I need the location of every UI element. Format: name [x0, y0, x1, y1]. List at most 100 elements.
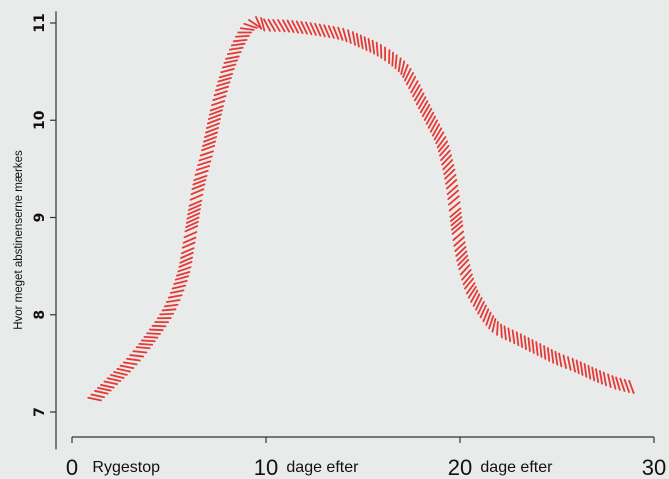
hatch-stroke: [351, 31, 357, 46]
hatch-stroke: [371, 39, 376, 55]
x-tick-label: 0: [66, 455, 78, 479]
hatch-stroke: [519, 333, 524, 349]
hatch-stroke: [500, 323, 503, 339]
hatch-stroke: [456, 250, 468, 262]
hatch-stroke: [327, 25, 335, 39]
hatch-stroke: [547, 347, 551, 362]
hatch-stroke: [217, 77, 232, 83]
hatch-stroke: [439, 144, 450, 157]
hatch-stroke: [464, 277, 475, 290]
hatch-stroke: [615, 376, 621, 391]
hatch-stroke: [449, 211, 462, 222]
hatch-stroke: [146, 332, 161, 335]
y-axis-label: Hvor meget abstinenserne mærkes: [13, 150, 25, 330]
hatch-stroke: [413, 88, 423, 102]
hatch-stroke: [309, 22, 317, 36]
hatch-stroke: [470, 289, 479, 303]
hatch-stroke: [446, 184, 459, 196]
hatch-stroke: [511, 329, 516, 345]
hatch-stroke: [203, 136, 218, 143]
hatch-stroke: [394, 54, 398, 70]
annotations: Rygestop dage efter dage efter: [92, 459, 553, 476]
hatch-stroke: [100, 384, 115, 389]
hatch-stroke: [515, 331, 520, 347]
hatch-stroke: [503, 325, 507, 341]
hatch-stroke: [190, 188, 205, 196]
x-tick-label: 10: [254, 455, 278, 479]
y-tick-label: 8: [32, 310, 48, 320]
hatch-stroke: [461, 269, 472, 281]
hatch-stroke: [180, 247, 195, 255]
y-tick-label: 10: [32, 110, 48, 130]
hatch-stroke: [444, 168, 456, 180]
hatch-stroke: [323, 24, 331, 39]
hatch-stroke: [239, 27, 255, 31]
hatch-stroke: [205, 127, 219, 134]
y-tick-label: 11: [32, 13, 48, 32]
hatch-stroke: [176, 271, 191, 277]
hatch-stroke: [143, 336, 159, 339]
hatch-stroke: [423, 107, 433, 121]
y-tick-label: 7: [32, 407, 48, 417]
hatch-stroke: [209, 105, 224, 112]
hatch-stroke: [295, 20, 304, 34]
hatch-stroke: [235, 34, 250, 38]
hatch-stroke: [243, 22, 258, 29]
hatch-stroke: [191, 183, 206, 191]
hatch-stroke: [187, 208, 201, 216]
hatch-stroke: [132, 350, 148, 354]
hatch-stroke: [415, 92, 425, 106]
hatch-stroke: [583, 363, 588, 378]
hatch-stroke: [178, 261, 193, 268]
hatch-stroke: [451, 224, 464, 235]
hatch-stroke: [451, 220, 463, 231]
hatch-stroke: [458, 258, 470, 271]
hatch-stroke: [562, 354, 567, 369]
hatch-stroke: [412, 84, 421, 98]
hatch-stroke: [467, 285, 477, 299]
hatch-stroke: [442, 159, 454, 171]
hatch-stroke: [507, 327, 512, 343]
hatch-stroke: [433, 127, 443, 141]
hatch-stroke: [223, 59, 239, 64]
hatch-stroke: [355, 32, 360, 48]
hatch-stroke: [113, 371, 128, 376]
hatch-stroke: [267, 18, 276, 32]
hatch-stroke: [454, 241, 466, 252]
hatch-stroke: [375, 41, 379, 57]
hatch-stroke: [591, 366, 596, 382]
hatch-stroke: [628, 379, 635, 394]
hatch-stroke: [488, 315, 495, 330]
hatch-stroke: [543, 345, 547, 360]
hatch-stroke: [216, 81, 231, 87]
hatch-stroke: [367, 38, 372, 53]
hatch-stroke: [535, 341, 539, 356]
hatch-stroke: [448, 195, 460, 206]
hatch-stroke: [228, 46, 244, 51]
hatch-stroke: [438, 140, 449, 153]
hatch-stroke: [232, 38, 248, 43]
hatch-stroke: [465, 282, 476, 295]
hatch-stroke: [435, 131, 445, 145]
hatch-stroke: [227, 51, 242, 56]
hatch-stroke: [342, 27, 348, 43]
hatch-stroke: [400, 60, 406, 75]
x-axis: 0 10 20 30: [66, 436, 666, 479]
hatch-stroke: [206, 122, 220, 129]
hatch-stroke: [260, 17, 266, 32]
hatch-stroke: [523, 335, 527, 350]
hatch-stroke: [171, 284, 187, 290]
hatch-stroke: [94, 390, 109, 395]
hatch-stroke: [558, 352, 563, 368]
hatch-stroke: [449, 207, 462, 218]
hatch-stroke: [206, 117, 221, 125]
hatch-stroke: [485, 311, 492, 326]
hatch-stroke: [623, 378, 630, 393]
hatch-stroke: [359, 34, 364, 50]
y-tick-label: 9: [32, 213, 48, 223]
hatch-stroke: [347, 29, 352, 44]
hatch-stroke: [408, 75, 417, 90]
hatch-stroke: [482, 308, 490, 323]
hatch-stroke: [305, 21, 313, 36]
hatch-stroke: [417, 96, 427, 110]
